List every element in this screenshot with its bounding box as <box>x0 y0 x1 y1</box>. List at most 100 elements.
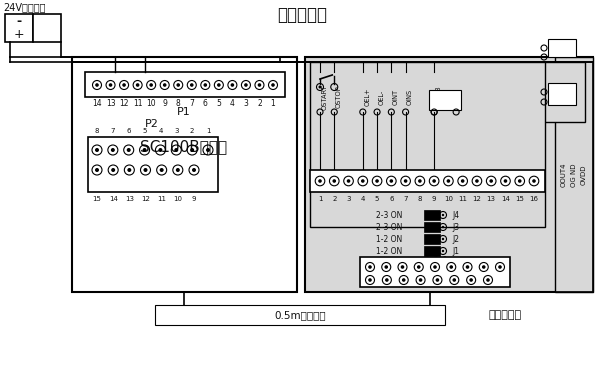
Circle shape <box>347 179 350 183</box>
Text: 11: 11 <box>133 99 143 109</box>
Circle shape <box>190 83 193 87</box>
Circle shape <box>498 265 502 269</box>
Text: 1-2 ON: 1-2 ON <box>376 235 402 243</box>
Text: 6: 6 <box>203 99 208 109</box>
Text: 8: 8 <box>95 128 99 134</box>
Circle shape <box>532 179 536 183</box>
Text: 5: 5 <box>216 99 221 109</box>
Text: 3: 3 <box>346 196 351 202</box>
Circle shape <box>175 148 178 152</box>
Circle shape <box>418 179 422 183</box>
Circle shape <box>136 83 140 87</box>
Text: 9: 9 <box>162 99 167 109</box>
Text: 6: 6 <box>389 196 394 202</box>
Bar <box>548 83 576 105</box>
Circle shape <box>368 278 372 282</box>
Text: 3: 3 <box>174 128 179 134</box>
Text: 3: 3 <box>243 99 248 109</box>
Circle shape <box>95 83 99 87</box>
Circle shape <box>144 168 147 172</box>
Bar <box>33 14 61 42</box>
Text: 2-3 ON: 2-3 ON <box>376 211 402 219</box>
Circle shape <box>258 83 262 87</box>
Text: 4: 4 <box>158 128 162 134</box>
Text: 9: 9 <box>191 196 196 202</box>
Text: J2: J2 <box>452 235 459 243</box>
Circle shape <box>449 265 453 269</box>
Circle shape <box>109 83 112 87</box>
Circle shape <box>192 168 196 172</box>
Circle shape <box>127 148 130 152</box>
Text: 4: 4 <box>230 99 235 109</box>
Circle shape <box>452 278 456 282</box>
Text: OVDD: OVDD <box>581 165 587 185</box>
Text: 4: 4 <box>361 196 365 202</box>
Text: 9: 9 <box>432 196 436 202</box>
Bar <box>424 234 440 244</box>
Text: 15: 15 <box>92 196 101 202</box>
Circle shape <box>176 83 180 87</box>
Text: 13: 13 <box>487 196 496 202</box>
Bar <box>155 305 445 325</box>
Circle shape <box>402 278 405 282</box>
Text: 14: 14 <box>109 196 118 202</box>
Circle shape <box>95 168 99 172</box>
Circle shape <box>176 168 180 172</box>
Bar <box>5 14 33 42</box>
Text: J1: J1 <box>452 247 459 255</box>
Circle shape <box>385 265 388 269</box>
Circle shape <box>390 179 393 183</box>
Circle shape <box>149 83 153 87</box>
Text: 2-3 ON: 2-3 ON <box>376 222 402 232</box>
Text: 10: 10 <box>146 99 156 109</box>
Text: 连接示意图: 连接示意图 <box>277 6 327 24</box>
Circle shape <box>442 226 444 228</box>
Text: J3: J3 <box>452 222 459 232</box>
Circle shape <box>143 148 147 152</box>
Text: 14: 14 <box>92 99 102 109</box>
Circle shape <box>217 83 220 87</box>
Text: 7: 7 <box>403 196 408 202</box>
Text: 5: 5 <box>375 196 379 202</box>
Circle shape <box>127 168 131 172</box>
Text: 12: 12 <box>141 196 150 202</box>
Circle shape <box>518 179 521 183</box>
Text: -: - <box>16 15 22 29</box>
Circle shape <box>244 83 248 87</box>
Bar <box>429 90 461 110</box>
Circle shape <box>375 179 379 183</box>
Circle shape <box>433 265 437 269</box>
Text: SC100B控制器: SC100B控制器 <box>141 139 228 155</box>
Circle shape <box>486 278 490 282</box>
Text: 14: 14 <box>501 196 510 202</box>
Text: OOUT4: OOUT4 <box>561 163 567 187</box>
Text: 2: 2 <box>332 196 336 202</box>
Bar <box>310 170 545 192</box>
Text: 5: 5 <box>143 128 147 134</box>
Circle shape <box>158 148 162 152</box>
Bar <box>555 57 593 292</box>
Circle shape <box>385 278 388 282</box>
Circle shape <box>469 278 473 282</box>
Bar <box>85 72 285 97</box>
Text: OEL+: OEL+ <box>364 88 370 106</box>
Circle shape <box>318 86 321 88</box>
Text: 13: 13 <box>106 99 115 109</box>
Text: 16: 16 <box>530 196 539 202</box>
Bar <box>540 62 585 122</box>
Circle shape <box>504 179 507 183</box>
Text: J4: J4 <box>452 211 459 219</box>
Circle shape <box>368 265 372 269</box>
Text: 1: 1 <box>206 128 210 134</box>
Bar <box>424 222 440 232</box>
Text: OINS: OINS <box>407 89 413 105</box>
Text: 11: 11 <box>458 196 467 202</box>
Circle shape <box>332 179 336 183</box>
Text: 6: 6 <box>126 128 131 134</box>
Circle shape <box>122 83 126 87</box>
Text: 8: 8 <box>176 99 181 109</box>
Bar <box>310 62 545 227</box>
Text: 辅助控制板: 辅助控制板 <box>489 310 522 320</box>
Text: 12: 12 <box>120 99 129 109</box>
Text: 10: 10 <box>173 196 182 202</box>
